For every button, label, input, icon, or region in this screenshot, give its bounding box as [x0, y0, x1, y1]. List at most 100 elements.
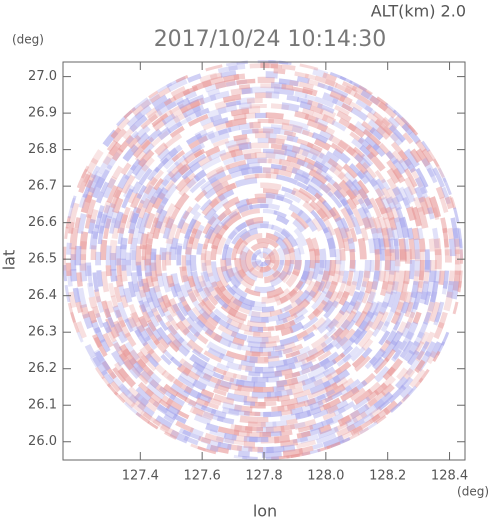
echo-cell	[301, 107, 315, 117]
echo-cell	[119, 384, 139, 405]
echo-cell	[270, 163, 287, 171]
echo-cell	[192, 379, 207, 392]
echo-cell	[422, 311, 432, 325]
echo-cell	[374, 118, 393, 136]
echo-cell	[424, 341, 437, 358]
echo-cell	[269, 270, 289, 288]
echo-cell	[126, 386, 141, 400]
echo-cell	[179, 296, 192, 313]
echo-cell	[193, 148, 206, 159]
echo-cell	[297, 209, 312, 224]
echo-cell	[409, 368, 426, 388]
echo-cell	[214, 383, 230, 393]
echo-cell	[382, 125, 400, 143]
echo-cell	[207, 87, 221, 97]
echo-cell	[79, 231, 89, 250]
echo-cell	[149, 217, 159, 234]
echo-cell	[416, 340, 430, 361]
echo-cell	[76, 287, 88, 309]
echo-cell	[316, 317, 334, 334]
echo-cell	[392, 186, 405, 203]
echo-cell	[200, 271, 215, 294]
echo-cell	[313, 160, 330, 174]
echo-cell	[395, 376, 409, 391]
echo-cell	[173, 378, 193, 394]
echo-cell	[398, 330, 415, 352]
echo-cell	[154, 157, 169, 173]
altitude-label: ALT(km) 2.0	[371, 2, 466, 21]
echo-cell	[187, 153, 207, 169]
echo-cell	[156, 305, 166, 318]
echo-cell	[92, 356, 108, 376]
echo-cell	[286, 418, 298, 426]
echo-cell	[294, 289, 311, 307]
echo-cell	[367, 216, 379, 235]
echo-cell	[345, 300, 357, 315]
echo-cell	[163, 96, 177, 106]
echo-cell	[166, 275, 175, 288]
echo-cell	[175, 420, 194, 433]
echo-cell	[369, 260, 375, 273]
echo-cell	[426, 167, 438, 184]
echo-cell	[390, 291, 402, 314]
echo-cell	[249, 315, 269, 324]
echo-cell	[334, 310, 351, 329]
echo-cell	[158, 86, 172, 98]
echo-cell	[363, 260, 372, 279]
echo-cell	[404, 311, 416, 330]
echo-cell	[96, 270, 104, 287]
echo-cell	[367, 390, 386, 407]
echo-cell	[261, 335, 281, 344]
echo-cell	[402, 196, 411, 209]
echo-cell	[406, 227, 414, 240]
echo-cell	[108, 282, 116, 298]
echo-cell	[157, 335, 170, 350]
echo-cell	[279, 412, 301, 422]
echo-cell	[261, 293, 282, 304]
echo-cell	[270, 124, 284, 130]
echo-cell	[199, 72, 218, 84]
echo-cell	[121, 188, 134, 209]
echo-cell	[220, 70, 237, 78]
echo-cell	[329, 89, 347, 103]
echo-cell	[72, 287, 81, 303]
echo-cell	[420, 280, 430, 301]
echo-cell	[252, 86, 274, 94]
echo-cell	[228, 408, 250, 417]
echo-cell	[95, 295, 105, 313]
echo-cell	[383, 311, 395, 328]
echo-cell	[261, 451, 282, 458]
echo-cell	[412, 196, 423, 213]
echo-cell	[280, 424, 296, 432]
echo-cell	[279, 334, 299, 347]
echo-cell	[243, 173, 259, 181]
echo-cell	[194, 317, 206, 329]
echo-cell	[323, 300, 339, 319]
echo-cell	[254, 260, 263, 269]
echo-cell	[294, 409, 312, 420]
echo-cell	[220, 210, 239, 227]
echo-cell	[202, 215, 217, 235]
echo-cell	[65, 262, 72, 277]
echo-cell	[234, 257, 247, 280]
echo-cell	[309, 105, 324, 115]
echo-cell	[169, 246, 177, 260]
echo-cell	[212, 138, 230, 149]
echo-cell	[105, 245, 112, 266]
echo-cell	[125, 252, 132, 266]
echo-cell	[354, 355, 371, 372]
echo-cell	[404, 301, 414, 318]
echo-cell	[379, 280, 389, 297]
echo-cell	[79, 303, 91, 319]
echo-cell	[128, 303, 141, 323]
echo-cell	[184, 218, 197, 240]
echo-cell	[170, 237, 179, 250]
echo-cell	[273, 287, 291, 301]
echo-cell	[236, 445, 253, 452]
echo-cell	[280, 409, 293, 416]
echo-cell	[160, 170, 176, 187]
echo-cell	[308, 168, 329, 185]
echo-cell	[281, 270, 293, 284]
echo-cell	[352, 411, 368, 424]
echo-cell	[280, 228, 299, 248]
